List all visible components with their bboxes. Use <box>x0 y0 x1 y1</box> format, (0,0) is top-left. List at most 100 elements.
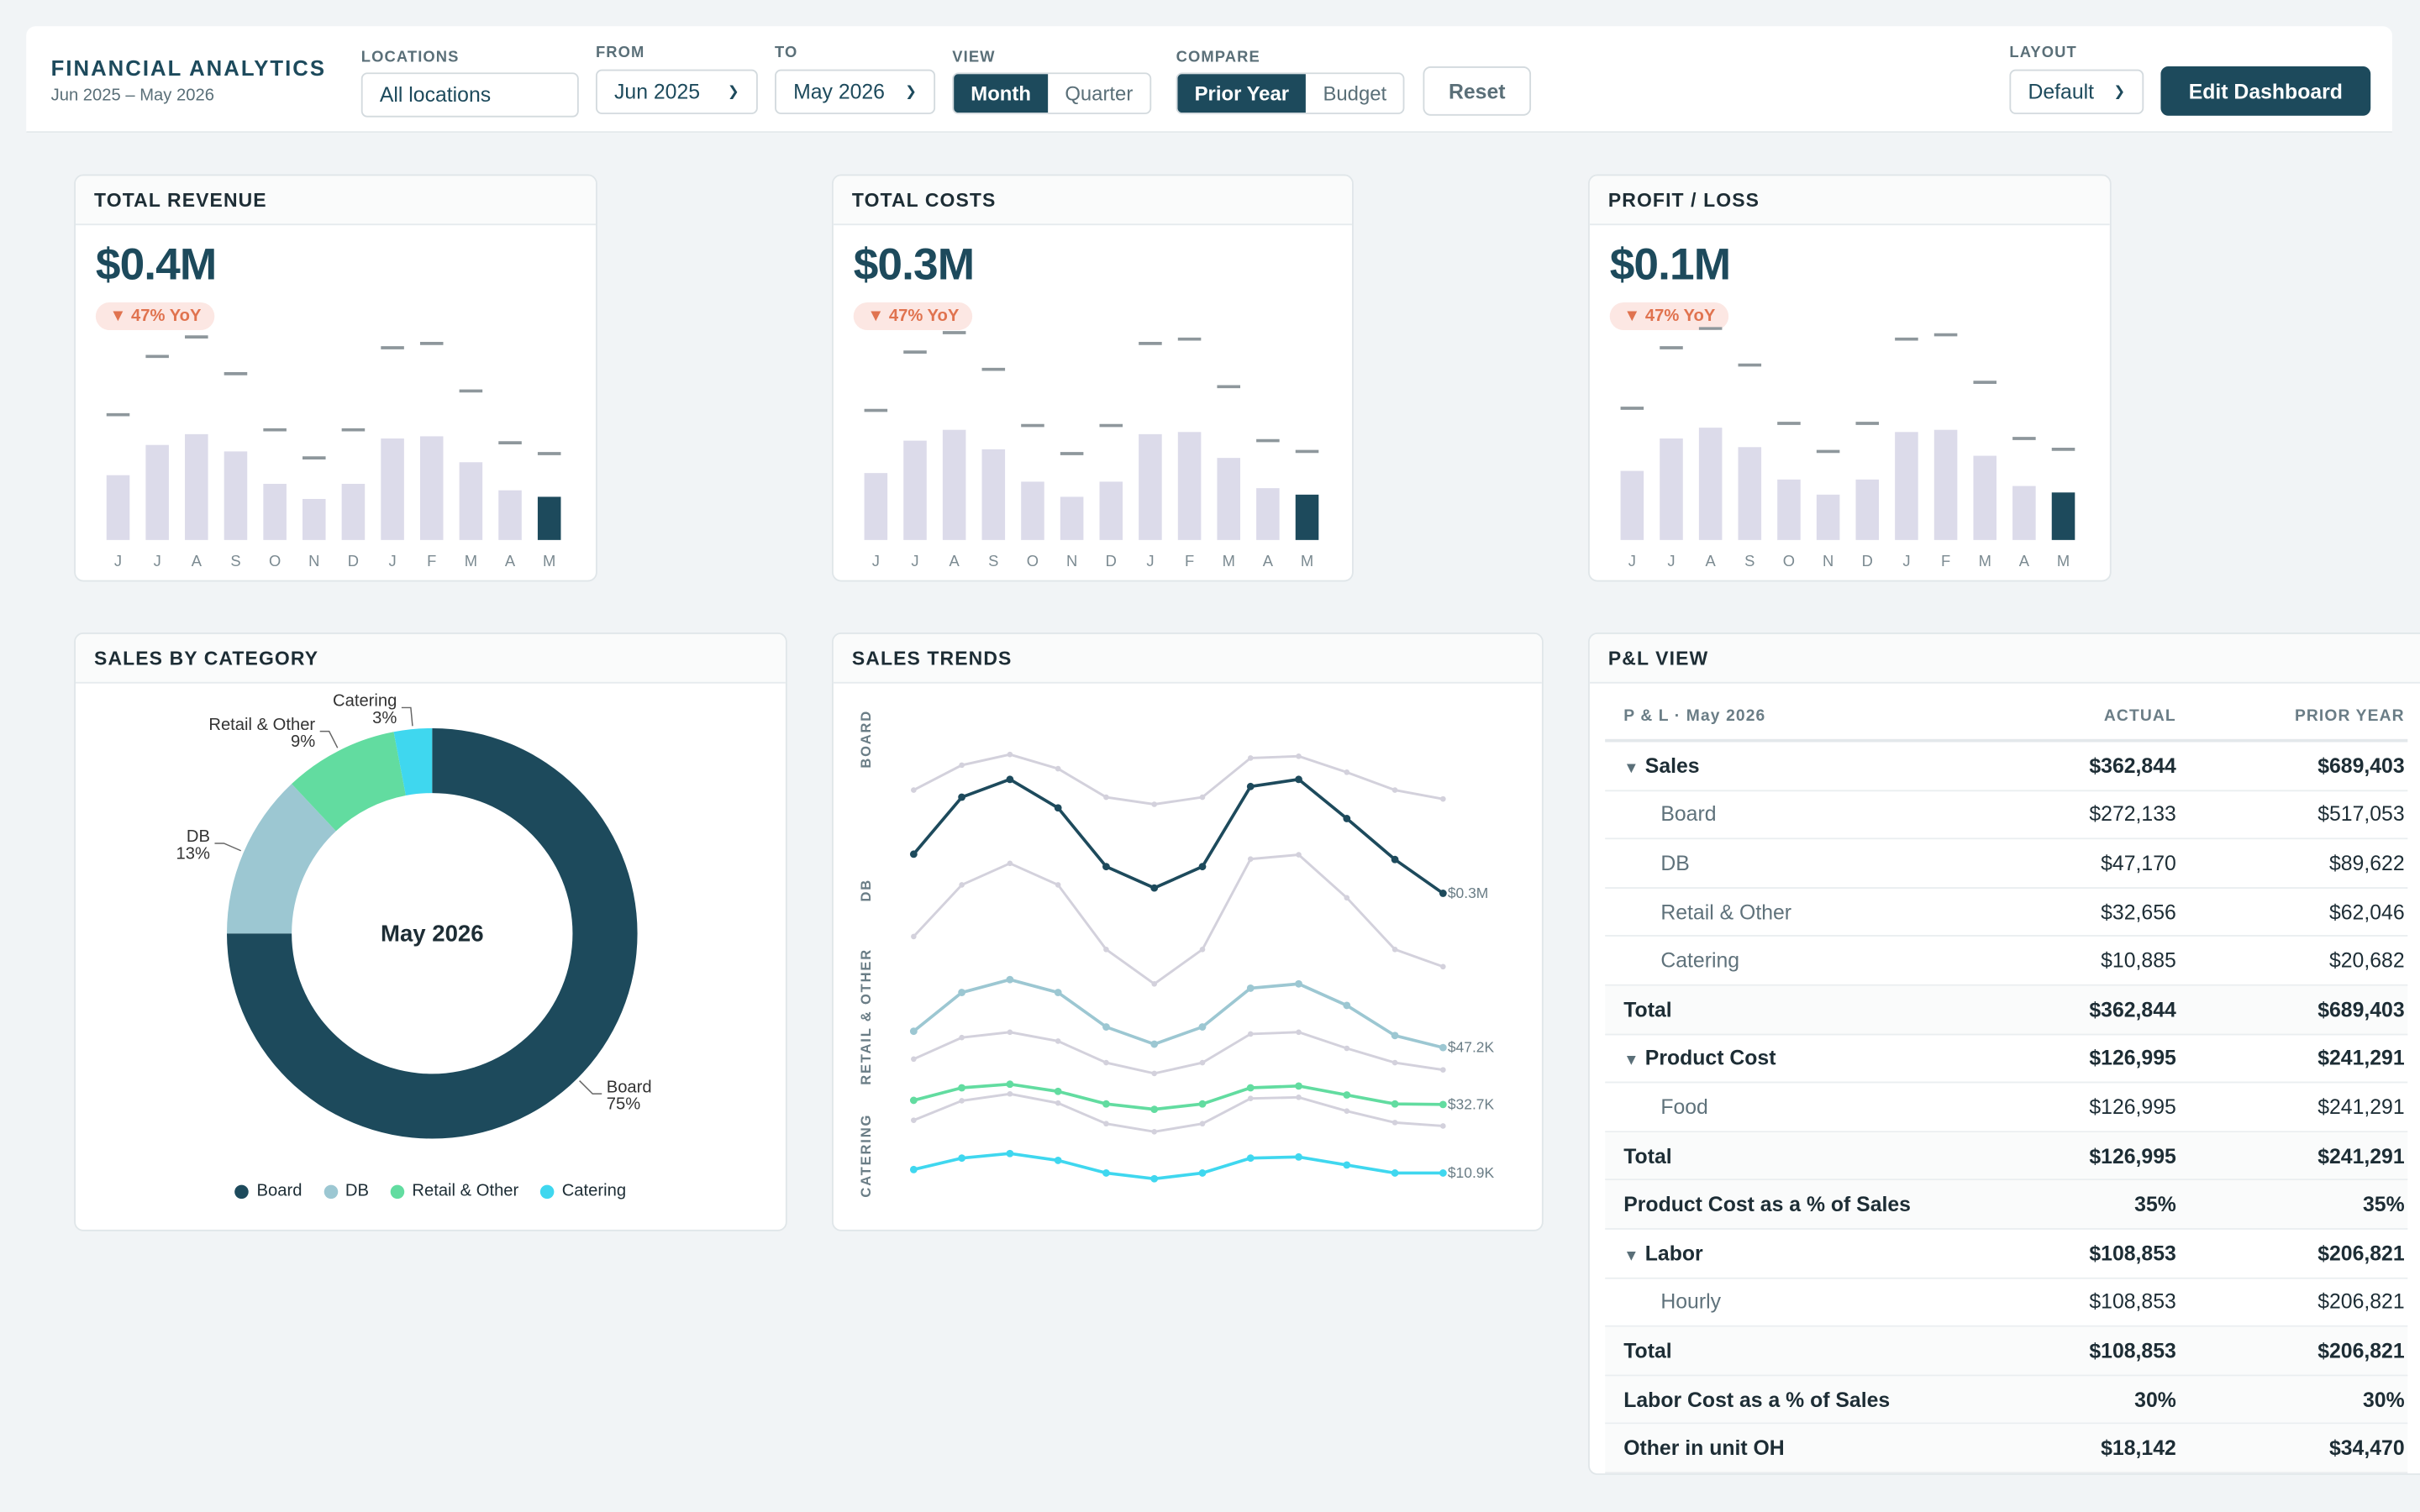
prior-point <box>1392 1059 1398 1066</box>
pl-view-card: P&L VIEW P & L · May 2026 ACTUAL PRIOR Y… <box>1588 633 2420 1475</box>
pl-table: P & L · May 2026 ACTUAL PRIOR YEAR ▼ Sale… <box>1605 693 2408 1473</box>
month-tick-label: J <box>388 552 396 570</box>
legend-item[interactable]: Catering <box>540 1182 626 1200</box>
pl-actual-value: $10,885 <box>2101 948 2176 973</box>
pl-row-label-text: Total <box>1623 1339 1672 1362</box>
pl-row-label: Labor Cost as a % of Sales <box>1623 1388 1991 1411</box>
pl-actual-value: $108,853 <box>2089 1339 2176 1362</box>
legend-item[interactable]: DB <box>324 1182 369 1200</box>
kpi-bar <box>145 444 169 540</box>
kpi-bar <box>1060 496 1084 540</box>
pl-row-label: ▼ Product Cost <box>1623 1047 1991 1070</box>
from-select[interactable]: Jun 2025 ❯ <box>595 69 758 114</box>
series-name-label: BOARD <box>858 710 874 769</box>
legend-swatch <box>234 1184 250 1199</box>
month-tick-label: A <box>950 552 960 570</box>
series-end-label: $0.3M <box>1448 885 1488 901</box>
month-tick-label: O <box>1027 552 1039 570</box>
pl-row: Total $108,853 $206,821 <box>1605 1326 2408 1376</box>
series-point <box>1246 1154 1255 1163</box>
pl-prior-value: $689,403 <box>2317 997 2405 1021</box>
legend-item[interactable]: Board <box>234 1182 302 1200</box>
pl-row: Food $126,995 $241,291 <box>1605 1084 2408 1132</box>
slice-percent: 13% <box>176 844 210 863</box>
series-point <box>1150 884 1159 892</box>
pl-row-label-text: Total <box>1623 1144 1672 1168</box>
kpi-value: $0.4M <box>95 240 217 291</box>
series-end-label: $32.7K <box>1448 1095 1495 1112</box>
yoy-badge: ▼ 47% YoY <box>853 302 973 331</box>
layout-label: LAYOUT <box>2009 45 2077 62</box>
prior-point <box>1151 980 1158 987</box>
compare-option-prior-year[interactable]: Prior Year <box>1177 74 1307 113</box>
prior-point <box>959 1034 965 1041</box>
from-value: Jun 2025 <box>614 80 701 104</box>
kpi-bar <box>1933 429 1958 540</box>
month-tick-label: N <box>308 552 319 570</box>
reset-button[interactable]: Reset <box>1423 66 1532 116</box>
pl-row: Product Cost as a % of Sales 35% 35% <box>1605 1180 2408 1230</box>
compare-label: COMPARE <box>1176 49 1260 66</box>
card-title: SALES TRENDS <box>833 633 1542 684</box>
collapse-triangle-icon[interactable]: ▼ <box>1623 1053 1639 1070</box>
chevron-down-icon: ❯ <box>2113 83 2126 99</box>
month-tick-label: D <box>1862 552 1873 570</box>
series-point <box>1343 1001 1351 1010</box>
pl-prior-value: 30% <box>2362 1388 2405 1411</box>
prior-point <box>1103 1059 1109 1066</box>
collapse-triangle-icon[interactable]: ▼ <box>1623 760 1639 778</box>
pl-row[interactable]: ▼ Labor $108,853 $206,821 <box>1605 1230 2408 1278</box>
collapse-triangle-icon[interactable]: ▼ <box>1623 1247 1639 1265</box>
legend-swatch <box>390 1184 405 1199</box>
filter-bar: FINANCIAL ANALYTICS Jun 2025 – May 2026 … <box>26 26 2392 133</box>
kpi-bar <box>2051 492 2075 540</box>
kpi-bar <box>942 429 966 540</box>
layout-select[interactable]: Default ❯ <box>2009 69 2144 114</box>
prior-point <box>1199 1059 1206 1066</box>
locations-input[interactable]: All locations <box>360 72 579 118</box>
month-tick-label: S <box>1744 552 1754 570</box>
prior-point <box>1247 755 1254 761</box>
prior-point <box>1296 852 1302 858</box>
series-point <box>1150 1105 1159 1114</box>
pl-prior-value: $206,821 <box>2317 1339 2405 1362</box>
prior-point <box>1392 1120 1398 1126</box>
chevron-down-icon: ❯ <box>727 83 739 99</box>
kpi-bar <box>1698 428 1723 540</box>
series-point <box>1198 1100 1207 1108</box>
pl-row-label: Catering <box>1623 949 1991 973</box>
month-tick-label: F <box>1185 552 1194 570</box>
pl-row: Board $272,133 $517,053 <box>1605 790 2408 840</box>
pl-row: Total $126,995 $241,291 <box>1605 1131 2408 1181</box>
pl-row[interactable]: ▼ Product Cost $126,995 $241,291 <box>1605 1035 2408 1084</box>
compare-option-budget[interactable]: Budget <box>1323 81 1387 105</box>
legend-item[interactable]: Retail & Other <box>390 1181 519 1200</box>
prior-point <box>1151 1128 1158 1135</box>
month-tick-label: A <box>1706 552 1717 570</box>
pl-row-label: Product Cost as a % of Sales <box>1623 1193 1991 1216</box>
prior-point <box>1103 946 1109 953</box>
pl-row[interactable]: ▼ Sales $362,844 $689,403 <box>1605 742 2408 791</box>
view-option-quarter[interactable]: Quarter <box>1065 81 1134 105</box>
to-select[interactable]: May 2026 ❯ <box>775 69 936 114</box>
series-point <box>1150 1040 1159 1048</box>
legend-label: Retail & Other <box>412 1181 519 1200</box>
prior-year-line <box>913 1031 1444 1075</box>
slice-callout-line <box>401 706 413 727</box>
kpi-card-revenue: TOTAL REVENUE $0.4M ▼ 47% YoY J J A S O N D J F M… <box>74 174 597 582</box>
pl-actual-value: $108,853 <box>2089 1290 2176 1314</box>
month-tick-label: M <box>2057 552 2070 570</box>
pl-prior-value: $34,470 <box>2328 1436 2405 1460</box>
prior-point <box>1247 1095 1254 1102</box>
prior-point <box>1296 1029 1302 1036</box>
prior-point <box>1103 794 1109 801</box>
view-option-month[interactable]: Month <box>954 74 1049 113</box>
month-tick-label: A <box>2019 552 2030 570</box>
pl-actual-value: $362,844 <box>2089 997 2176 1021</box>
edit-dashboard-button[interactable]: Edit Dashboard <box>2160 66 2371 116</box>
slice-label: Board <box>607 1078 652 1096</box>
kpi-value: $0.3M <box>853 240 975 291</box>
prior-point <box>1055 882 1061 888</box>
